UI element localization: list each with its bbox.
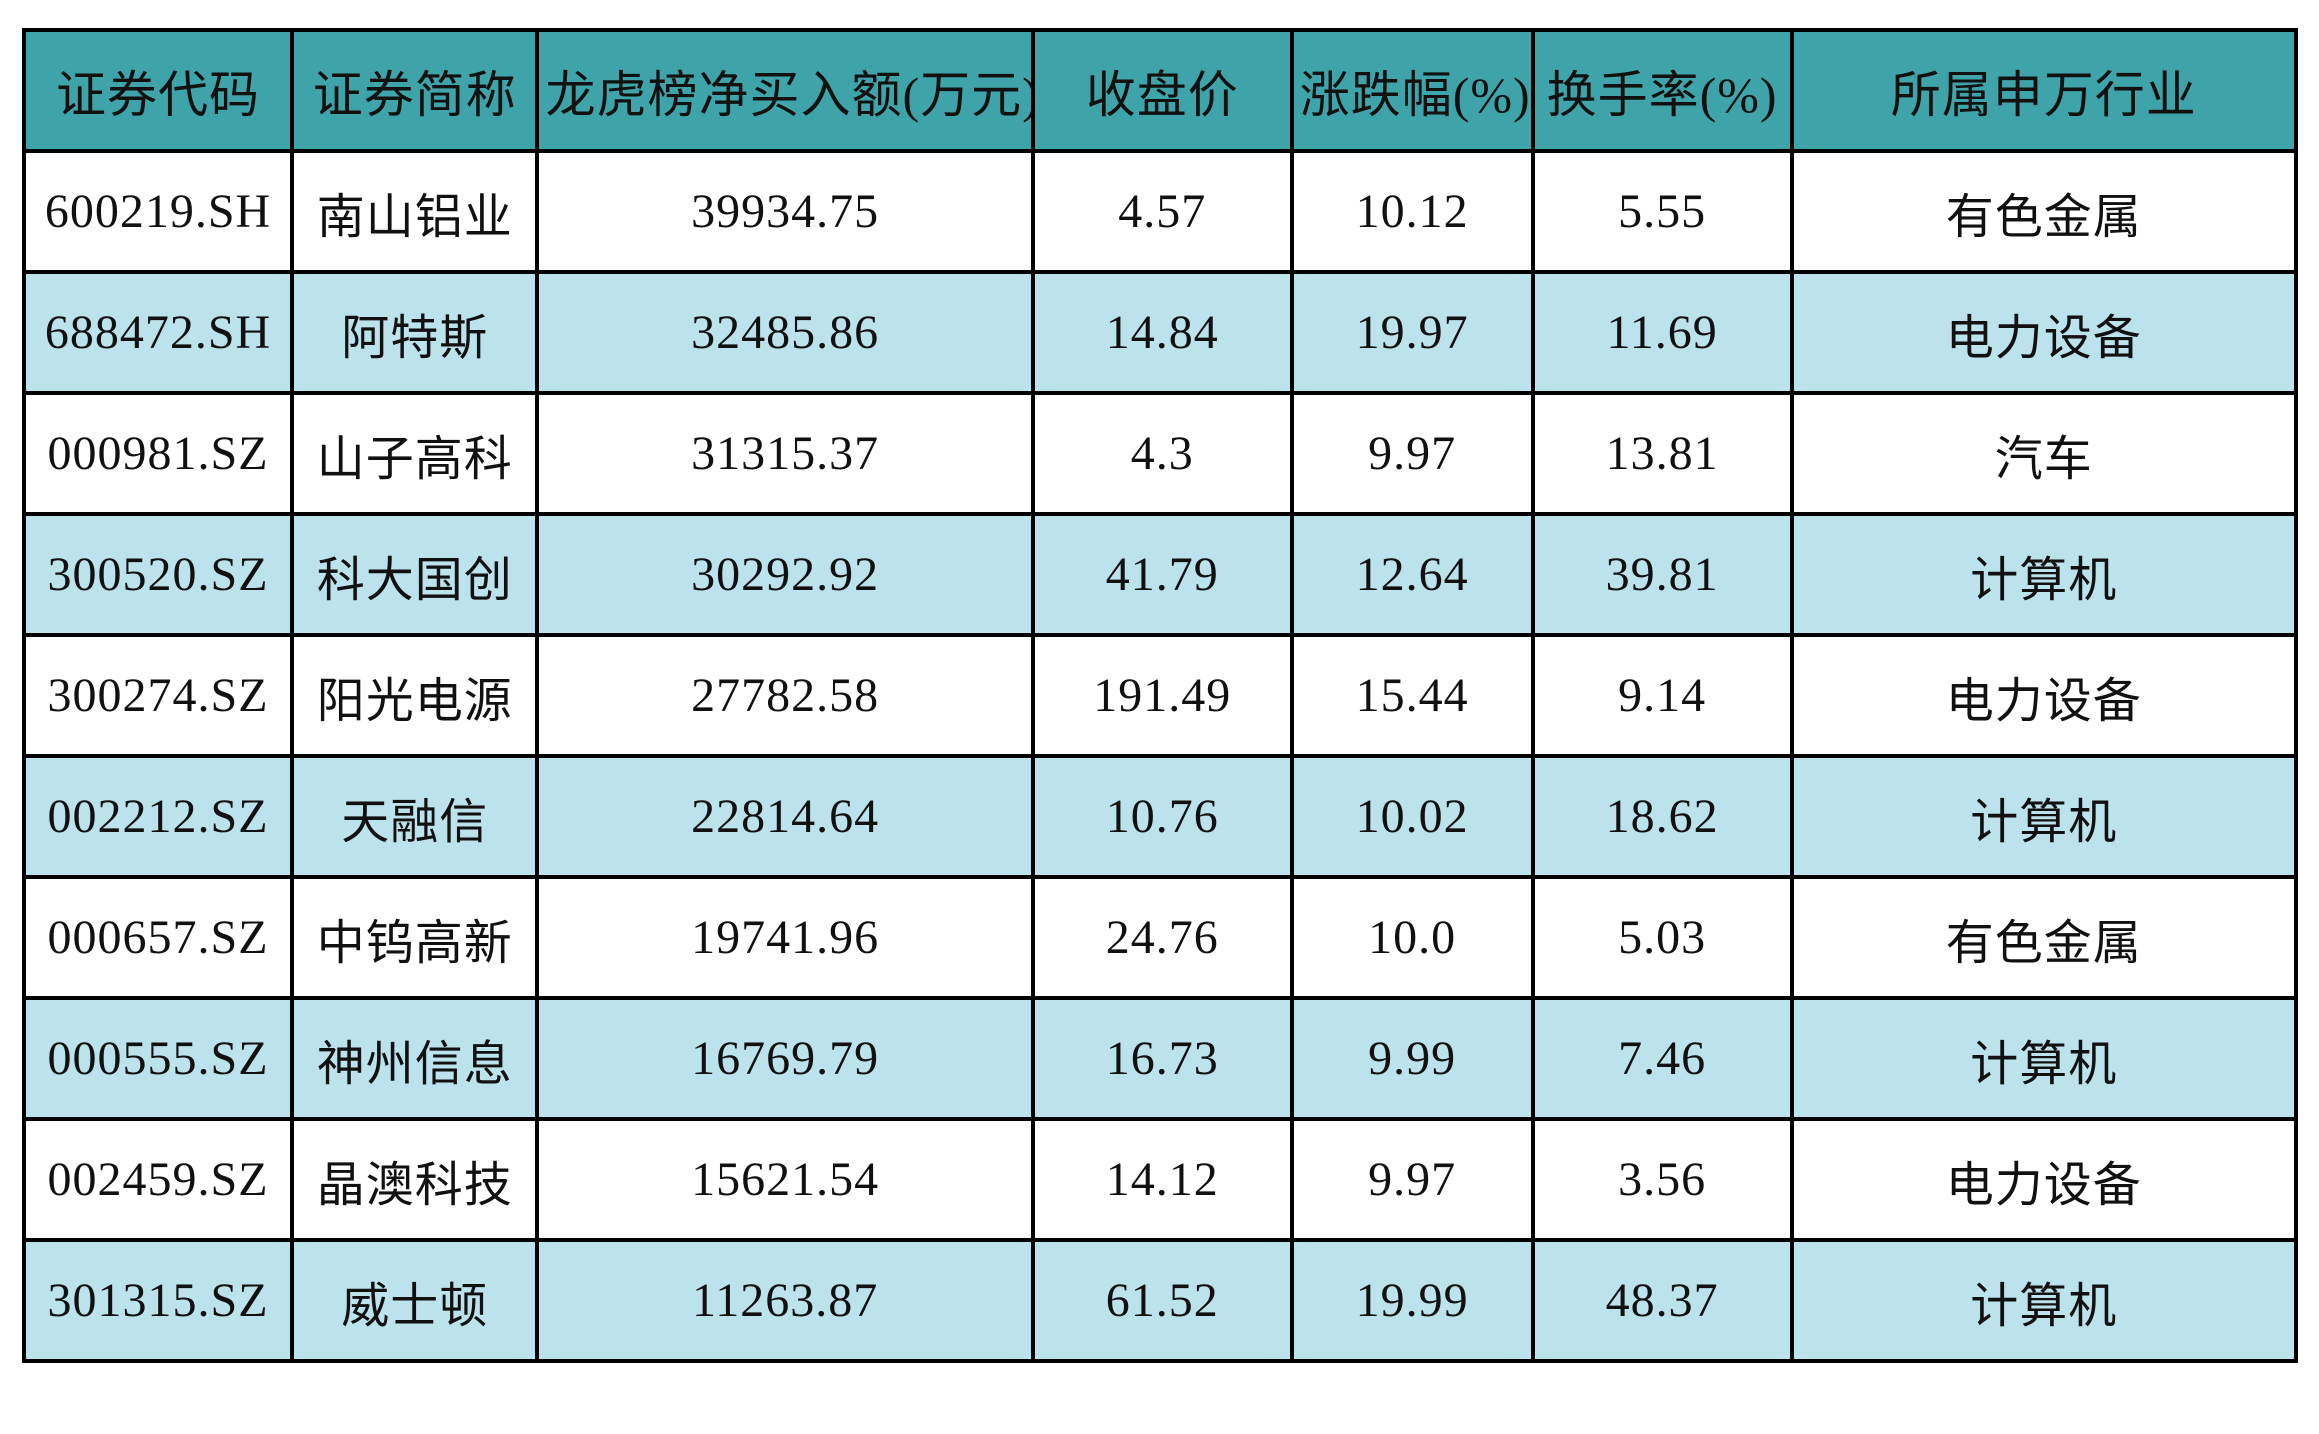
closing-price-cell: 14.12 xyxy=(1030,1117,1294,1242)
security-code-cell: 600219.SH xyxy=(21,149,295,274)
closing-price-cell: 4.3 xyxy=(1030,391,1294,516)
sw-industry-cell: 电力设备 xyxy=(1789,270,2299,395)
turnover-rate-cell: 5.03 xyxy=(1530,875,1794,1000)
sw-industry-cell: 计算机 xyxy=(1789,996,2299,1121)
change-percent-cell: 19.97 xyxy=(1289,270,1535,395)
security-code-cell: 000555.SZ xyxy=(21,996,295,1121)
closing-price-cell: 16.73 xyxy=(1030,996,1294,1121)
net-buy-amount-cell: 22814.64 xyxy=(535,754,1035,879)
security-name-cell: 山子高科 xyxy=(290,391,540,516)
change-percent-cell: 10.12 xyxy=(1289,149,1535,274)
security-code-cell: 300520.SZ xyxy=(21,512,295,637)
security-code-cell: 002459.SZ xyxy=(21,1117,295,1242)
table-row: 002212.SZ 天融信 22814.64 10.76 10.02 18.62 计算机 xyxy=(21,754,2299,879)
closing-price-cell: 24.76 xyxy=(1030,875,1294,1000)
security-code-cell: 688472.SH xyxy=(21,270,295,395)
table-row: 688472.SH 阿特斯 32485.86 14.84 19.97 11.69 电力设备 xyxy=(21,270,2299,395)
change-percent-cell: 10.02 xyxy=(1289,754,1535,879)
security-name-cell: 晶澳科技 xyxy=(290,1117,540,1242)
change-percent-cell: 15.44 xyxy=(1289,633,1535,758)
net-buy-amount-cell: 31315.37 xyxy=(535,391,1035,516)
dragon-tiger-list-table: 证券代码 证券简称 龙虎榜净买入额(万元) 收盘价 涨跌幅(%) 换手率(%) … xyxy=(21,28,2299,1363)
column-header-net-buy-amount: 龙虎榜净买入额(万元) xyxy=(535,28,1035,153)
security-name-cell: 天融信 xyxy=(290,754,540,879)
column-header-change-percent: 涨跌幅(%) xyxy=(1289,28,1535,153)
sw-industry-cell: 有色金属 xyxy=(1789,149,2299,274)
security-name-cell: 阳光电源 xyxy=(290,633,540,758)
security-name-cell: 科大国创 xyxy=(290,512,540,637)
net-buy-amount-cell: 16769.79 xyxy=(535,996,1035,1121)
table-row: 300274.SZ 阳光电源 27782.58 191.49 15.44 9.14 电力设备 xyxy=(21,633,2299,758)
turnover-rate-cell: 7.46 xyxy=(1530,996,1794,1121)
change-percent-cell: 9.97 xyxy=(1289,391,1535,516)
security-code-cell: 300274.SZ xyxy=(21,633,295,758)
turnover-rate-cell: 5.55 xyxy=(1530,149,1794,274)
column-header-turnover-rate: 换手率(%) xyxy=(1530,28,1794,153)
column-header-closing-price: 收盘价 xyxy=(1030,28,1294,153)
column-header-sw-industry: 所属申万行业 xyxy=(1789,28,2299,153)
net-buy-amount-cell: 15621.54 xyxy=(535,1117,1035,1242)
sw-industry-cell: 计算机 xyxy=(1789,512,2299,637)
sw-industry-cell: 汽车 xyxy=(1789,391,2299,516)
change-percent-cell: 12.64 xyxy=(1289,512,1535,637)
security-name-cell: 南山铝业 xyxy=(290,149,540,274)
security-code-cell: 002212.SZ xyxy=(21,754,295,879)
sw-industry-cell: 有色金属 xyxy=(1789,875,2299,1000)
closing-price-cell: 14.84 xyxy=(1030,270,1294,395)
change-percent-cell: 9.99 xyxy=(1289,996,1535,1121)
change-percent-cell: 9.97 xyxy=(1289,1117,1535,1242)
table-row: 002459.SZ 晶澳科技 15621.54 14.12 9.97 3.56 电力设备 xyxy=(21,1117,2299,1242)
security-name-cell: 威士顿 xyxy=(290,1238,540,1363)
table-row: 300520.SZ 科大国创 30292.92 41.79 12.64 39.81 计算机 xyxy=(21,512,2299,637)
security-name-cell: 阿特斯 xyxy=(290,270,540,395)
turnover-rate-cell: 18.62 xyxy=(1530,754,1794,879)
net-buy-amount-cell: 30292.92 xyxy=(535,512,1035,637)
security-code-cell: 000981.SZ xyxy=(21,391,295,516)
security-code-cell: 000657.SZ xyxy=(21,875,295,1000)
turnover-rate-cell: 48.37 xyxy=(1530,1238,1794,1363)
table-row: 000555.SZ 神州信息 16769.79 16.73 9.99 7.46 计算机 xyxy=(21,996,2299,1121)
column-header-security-code: 证券代码 xyxy=(21,28,295,153)
net-buy-amount-cell: 27782.58 xyxy=(535,633,1035,758)
security-name-cell: 中钨高新 xyxy=(290,875,540,1000)
change-percent-cell: 10.0 xyxy=(1289,875,1535,1000)
sw-industry-cell: 计算机 xyxy=(1789,1238,2299,1363)
net-buy-amount-cell: 11263.87 xyxy=(535,1238,1035,1363)
sw-industry-cell: 计算机 xyxy=(1789,754,2299,879)
sw-industry-cell: 电力设备 xyxy=(1789,1117,2299,1242)
closing-price-cell: 41.79 xyxy=(1030,512,1294,637)
closing-price-cell: 10.76 xyxy=(1030,754,1294,879)
table-row: 301315.SZ 威士顿 11263.87 61.52 19.99 48.37 计算机 xyxy=(21,1238,2299,1363)
change-percent-cell: 19.99 xyxy=(1289,1238,1535,1363)
table-body: 600219.SH 南山铝业 39934.75 4.57 10.12 5.55 有色金属 68… xyxy=(21,149,2299,1363)
column-header-security-name: 证券简称 xyxy=(290,28,540,153)
closing-price-cell: 191.49 xyxy=(1030,633,1294,758)
sw-industry-cell: 电力设备 xyxy=(1789,633,2299,758)
table-header: 证券代码 证券简称 龙虎榜净买入额(万元) 收盘价 涨跌幅(%) 换手率(%) … xyxy=(21,28,2299,153)
turnover-rate-cell: 13.81 xyxy=(1530,391,1794,516)
turnover-rate-cell: 3.56 xyxy=(1530,1117,1794,1242)
net-buy-amount-cell: 39934.75 xyxy=(535,149,1035,274)
security-name-cell: 神州信息 xyxy=(290,996,540,1121)
net-buy-amount-cell: 19741.96 xyxy=(535,875,1035,1000)
net-buy-amount-cell: 32485.86 xyxy=(535,270,1035,395)
header-row: 证券代码 证券简称 龙虎榜净买入额(万元) 收盘价 涨跌幅(%) 换手率(%) … xyxy=(21,28,2299,153)
security-code-cell: 301315.SZ xyxy=(21,1238,295,1363)
table-row: 000657.SZ 中钨高新 19741.96 24.76 10.0 5.03 有色金属 xyxy=(21,875,2299,1000)
table-row: 000981.SZ 山子高科 31315.37 4.3 9.97 13.81 汽车 xyxy=(21,391,2299,516)
table-row: 600219.SH 南山铝业 39934.75 4.57 10.12 5.55 有色金属 xyxy=(21,149,2299,274)
turnover-rate-cell: 39.81 xyxy=(1530,512,1794,637)
turnover-rate-cell: 11.69 xyxy=(1530,270,1794,395)
turnover-rate-cell: 9.14 xyxy=(1530,633,1794,758)
closing-price-cell: 4.57 xyxy=(1030,149,1294,274)
closing-price-cell: 61.52 xyxy=(1030,1238,1294,1363)
